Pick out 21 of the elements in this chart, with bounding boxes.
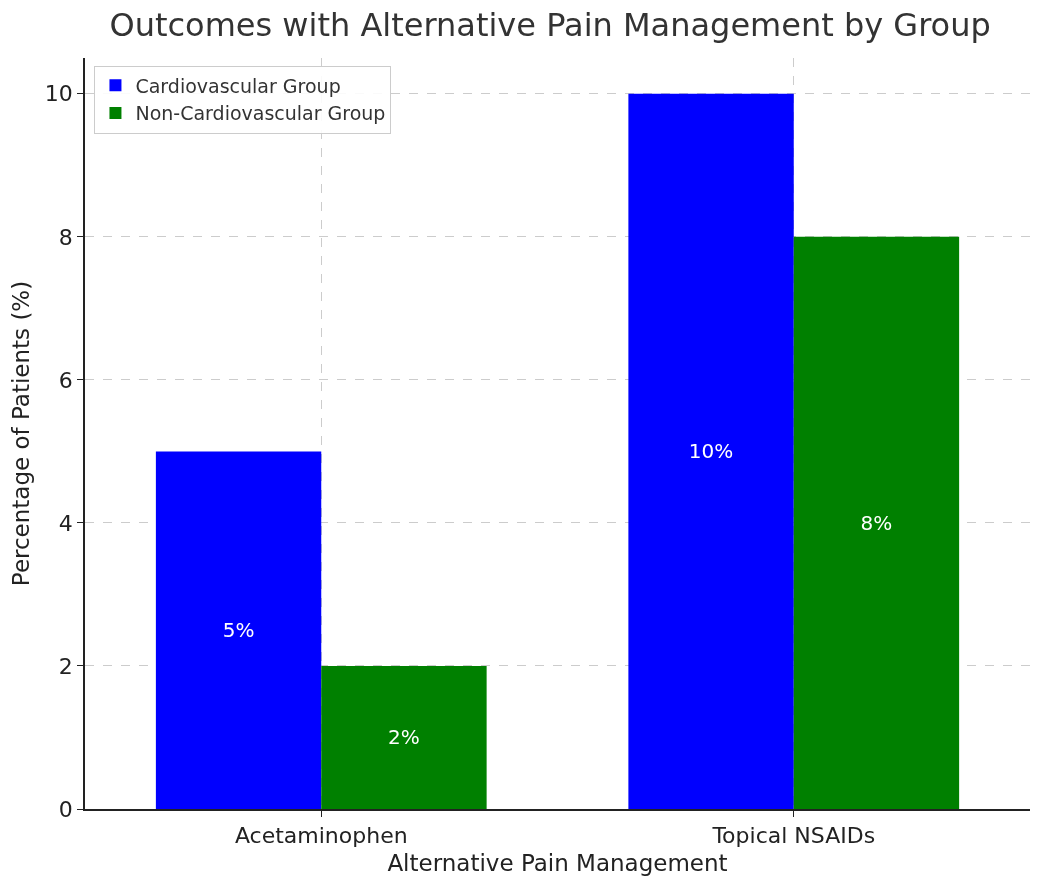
x-axis-title: Alternative Pain Management bbox=[387, 850, 728, 877]
y-tick-label: 2 bbox=[58, 653, 73, 679]
bar bbox=[321, 665, 487, 809]
y-tick-label: 10 bbox=[44, 81, 73, 107]
bar bbox=[793, 236, 960, 809]
y-axis-title: Percentage of Patients (%) bbox=[7, 280, 34, 587]
data-label: 5% bbox=[222, 618, 255, 643]
y-tick-label: 6 bbox=[58, 367, 73, 393]
x-tick-label: Topical NSAIDs bbox=[711, 823, 876, 849]
data-label: 10% bbox=[688, 439, 734, 464]
data-label: 2% bbox=[388, 725, 420, 750]
chart-title: Outcomes with Alternative Pain Management by Group bbox=[109, 5, 991, 44]
x-tick-label: Acetaminophen bbox=[234, 823, 408, 849]
y-tick-label: 4 bbox=[58, 510, 73, 536]
data-label: 8% bbox=[860, 510, 893, 535]
y-tick-label: 8 bbox=[58, 224, 73, 250]
legend-label: Cardiovascular Group bbox=[135, 74, 341, 97]
y-tick-label: 0 bbox=[58, 796, 73, 822]
bar bbox=[155, 451, 322, 809]
legend-label: Non-Cardiovascular Group bbox=[135, 102, 386, 125]
bar bbox=[628, 93, 794, 809]
